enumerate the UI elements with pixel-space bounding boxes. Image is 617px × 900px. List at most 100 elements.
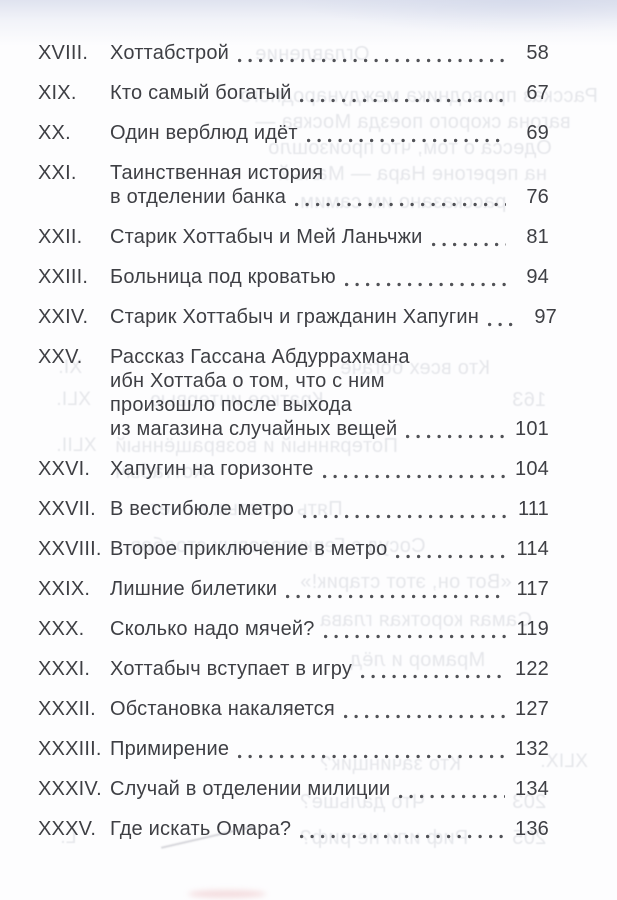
title-block: Кто самый богатый 67 — [110, 81, 549, 105]
title-block: Старик Хоттабыч и Мей Ланьчжи 81 — [110, 225, 549, 249]
title-block: Где искать Омара? 136 — [110, 817, 549, 841]
chapter-numeral: XXX. — [38, 618, 85, 640]
title-block: Лишние билетики 117 — [110, 577, 549, 601]
title-last-line: Случай в отделении милиции 134 — [110, 777, 549, 801]
chapter-title: Рассказ Гассана Абдуррахмана — [110, 346, 410, 368]
toc-entry: XXII. Старик Хоттабыч и Мей Ланьчжи 81 — [38, 225, 549, 249]
chapter-title: Старик Хоттабыч и гражданин Хапугин — [110, 306, 479, 328]
chapter-title: Старик Хоттабыч и Мей Ланьчжи — [110, 226, 423, 248]
toc-entry: XXV. Рассказ Гассана Абдуррахмана ибн Хот… — [38, 345, 549, 441]
chapter-title: Обстановка накаляется — [110, 698, 335, 720]
chapter-numeral: XXXI. — [38, 658, 91, 680]
toc-entry: XXXIII. Примирение 132 — [38, 737, 549, 761]
page-number: 101 — [515, 418, 549, 440]
toc-entry: XXI. Таинственная история в отделении бан… — [38, 161, 549, 209]
page-number: 134 — [515, 778, 549, 800]
dot-leader — [396, 554, 506, 559]
dot-leader — [286, 594, 506, 599]
title-last-line: Лишние билетики 117 — [110, 577, 549, 601]
toc-list: XVIII. Хоттабстрой 58 XIX. Кто самый бога… — [38, 41, 557, 841]
toc-entry: XXIII. Больница под кроватью 94 — [38, 265, 549, 289]
chapter-title: Второе приключение в метро — [110, 538, 388, 560]
title-block: Второе приключение в метро 114 — [110, 537, 549, 561]
toc-entry: XIX. Кто самый богатый 67 — [38, 81, 549, 105]
toc-entry: XXXII. Обстановка накаляется 127 — [38, 697, 549, 721]
toc-entry: XXX. Сколько надо мячей? 119 — [38, 617, 549, 641]
title-last-line: Старик Хоттабыч и Мей Ланьчжи 81 — [110, 225, 549, 249]
chapter-numeral: XXXII. — [38, 698, 96, 720]
title-last-line: Старик Хоттабыч и гражданин Хапугин 97 — [110, 305, 557, 329]
chapter-title: произошло после выхода — [110, 394, 352, 416]
chapter-title: Больница под кроватью — [110, 266, 336, 288]
title-last-line: Хоттабыч вступает в игру 122 — [110, 657, 549, 681]
dot-leader — [295, 202, 506, 207]
toc-entry: XXIV. Старик Хоттабыч и гражданин Хапуги… — [38, 305, 557, 329]
chapter-title: Хоттабыч вступает в игру — [110, 658, 353, 680]
page-number: 114 — [516, 538, 549, 560]
page-number: 97 — [534, 306, 557, 328]
page-number: 119 — [516, 618, 549, 640]
title-last-line: из магазина случайных вещей 101 — [110, 417, 549, 441]
chapter-numeral: XIX. — [38, 82, 77, 104]
chapter-numeral: XXVIII. — [38, 538, 102, 560]
page-number: 127 — [515, 698, 549, 720]
title-last-line: Второе приключение в метро 114 — [110, 537, 549, 561]
chapter-numeral: XX. — [38, 122, 71, 144]
chapter-title: Хоттабстрой — [110, 42, 230, 64]
title-block: Больница под кроватью 94 — [110, 265, 549, 289]
chapter-numeral: XXVI. — [38, 458, 91, 480]
chapter-title: Хапугин на горизонте — [110, 458, 314, 480]
page-number: 94 — [526, 266, 549, 288]
chapter-numeral: XXIX. — [38, 578, 91, 600]
title-last-line: Сколько надо мячей? 119 — [110, 617, 549, 641]
page-number: 132 — [515, 738, 549, 760]
chapter-numeral: XXXIII. — [38, 738, 102, 760]
toc-entry: XXVI. Хапугин на горизонте 104 — [38, 457, 549, 481]
title-block: Один верблюд идёт 69 — [110, 121, 549, 145]
page-number: 117 — [516, 578, 549, 600]
page-number: 111 — [517, 498, 549, 520]
page-number: 69 — [526, 122, 549, 144]
title-last-line: Обстановка накаляется 127 — [110, 697, 549, 721]
chapter-title: Один верблюд идёт — [110, 122, 298, 144]
chapter-title: Случай в отделении милиции — [110, 778, 391, 800]
title-block: Рассказ Гассана Абдуррахмана ибн Хоттаба … — [110, 345, 549, 441]
chapter-title: Сколько надо мячей? — [110, 618, 315, 640]
chapter-numeral: XXXV. — [38, 818, 97, 840]
title-block: Хапугин на горизонте 104 — [110, 457, 549, 481]
title-block: Сколько надо мячей? 119 — [110, 617, 549, 641]
dot-leader — [361, 674, 506, 679]
title-last-line: В вестибюле метро 111 — [110, 497, 549, 521]
dot-leader — [323, 634, 506, 639]
chapter-title: Кто самый богатый — [110, 82, 292, 104]
chapter-numeral: XXVII. — [38, 498, 96, 520]
dot-leader — [406, 434, 506, 439]
title-block: Случай в отделении милиции 134 — [110, 777, 549, 801]
title-last-line: Один верблюд идёт 69 — [110, 121, 549, 145]
dot-leader — [238, 58, 506, 63]
title-last-line: Хоттабстрой 58 — [110, 41, 549, 65]
toc-entry: XXXIV. Случай в отделении милиции 134 — [38, 777, 549, 801]
page-number: 104 — [515, 458, 549, 480]
title-block: В вестибюле метро 111 — [110, 497, 549, 521]
chapter-title: ибн Хоттаба о том, что с ним — [110, 370, 385, 392]
chapter-numeral: XXII. — [38, 226, 83, 248]
title-block: Обстановка накаляется 127 — [110, 697, 549, 721]
chapter-title: Где искать Омара? — [110, 818, 292, 840]
dot-leader — [399, 794, 506, 799]
chapter-title: В вестибюле метро — [110, 498, 295, 520]
chapter-title: Примирение — [110, 738, 230, 760]
page-number: 76 — [526, 186, 549, 208]
chapter-numeral: XXIV. — [38, 306, 89, 328]
title-last-line: Примирение 132 — [110, 737, 549, 761]
title-last-line: Кто самый богатый 67 — [110, 81, 549, 105]
toc-entry: XXVII. В вестибюле метро 111 — [38, 497, 549, 521]
page-number: 122 — [515, 658, 549, 680]
chapter-title: из магазина случайных вещей — [110, 418, 398, 440]
dot-leader — [322, 474, 506, 479]
toc-entry: XX. Один верблюд идёт 69 — [38, 121, 549, 145]
toc-entry: XXXI. Хоттабыч вступает в игру 122 — [38, 657, 549, 681]
chapter-numeral: XXXIV. — [38, 778, 102, 800]
dot-leader — [431, 242, 506, 247]
